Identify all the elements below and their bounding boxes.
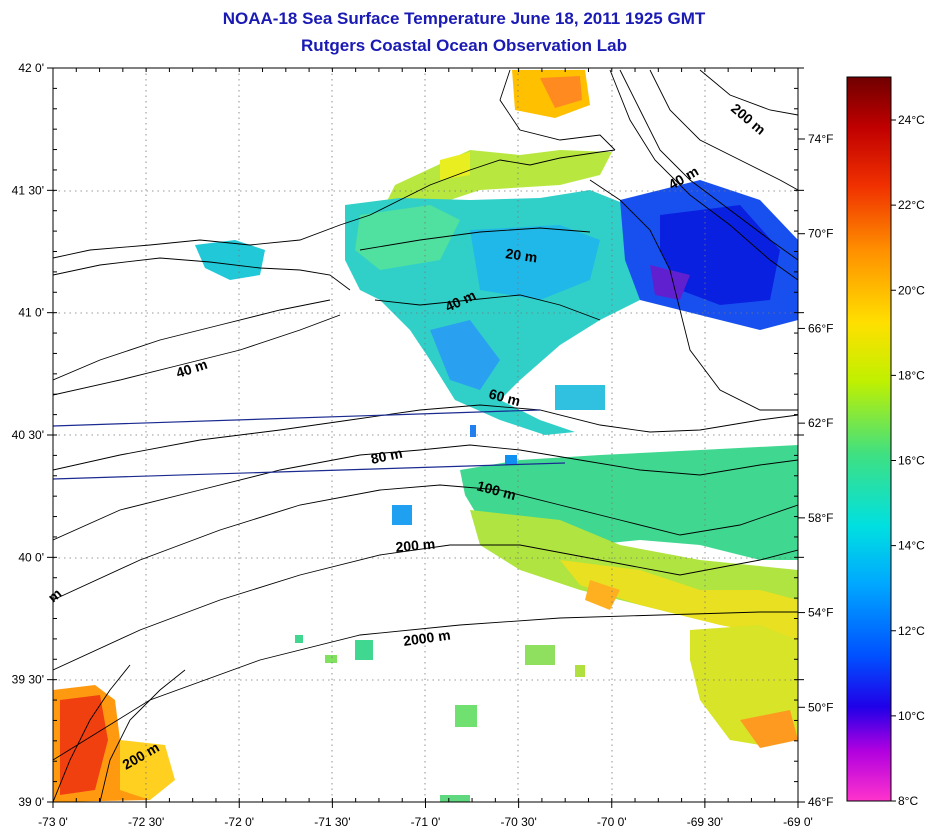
contour-label: 200 m xyxy=(728,100,769,138)
lat-tick-label: 42 0' xyxy=(18,61,44,75)
longitude-ticks: -73 0' -72 30' -72 0' -71 30' -71 0' -70 30' -… xyxy=(38,68,813,829)
lat-tick-label: 41 30' xyxy=(12,183,44,197)
coastline-contours xyxy=(53,69,798,802)
contour-label: 80 m xyxy=(369,445,404,467)
lon-tick-label: -73 0' xyxy=(38,815,68,829)
lon-tick-label: -70 30' xyxy=(500,815,536,829)
colorbar xyxy=(846,76,892,802)
colorbar-celsius-label: 12°C xyxy=(898,624,925,638)
colorbar-fahrenheit-label: 54°F xyxy=(808,606,833,620)
colorbar-fahrenheit-label: 58°F xyxy=(808,511,833,525)
lon-tick-label: -69 30' xyxy=(687,815,723,829)
lat-tick-label: 40 0' xyxy=(18,550,44,564)
lat-tick-label: 39 0' xyxy=(18,795,44,809)
sst-imagery xyxy=(53,70,798,802)
colorbar-fahrenheit-label: 50°F xyxy=(808,700,833,714)
track-lines xyxy=(52,409,566,480)
colorbar-celsius-label: 18°C xyxy=(898,368,925,382)
contour-label: 200 m xyxy=(395,536,436,555)
map-subtitle: Rutgers Coastal Ocean Observation Lab xyxy=(301,36,627,55)
contour-label: 2000 m xyxy=(402,627,451,649)
colorbar-celsius-label: 20°C xyxy=(898,283,925,297)
colorbar-fahrenheit-label: 46°F xyxy=(808,795,833,809)
lat-tick-label: 39 30' xyxy=(12,673,44,687)
colorbar-fahrenheit-label: 74°F xyxy=(808,132,833,146)
colorbar-celsius-label: 10°C xyxy=(898,709,925,723)
lon-tick-label: -71 30' xyxy=(314,815,350,829)
latitude-ticks: 42 0' 41 30' 41 0' 40 30' 40 0' 39 30' 39 0' xyxy=(12,61,804,809)
colorbar-fahrenheit-label: 70°F xyxy=(808,227,833,241)
lon-tick-label: -72 30' xyxy=(128,815,164,829)
grid-lines xyxy=(53,68,798,802)
colorbar-celsius-label: 22°C xyxy=(898,198,925,212)
colorbar-celsius-label: 16°C xyxy=(898,454,925,468)
contour-label: 20 m xyxy=(505,245,539,265)
contour-label: m xyxy=(45,585,65,605)
colorbar-celsius-label: 14°C xyxy=(898,539,925,553)
colorbar-fahrenheit-ticks: 74°F 70°F 66°F 62°F 58°F 54°F 50°F 46°F xyxy=(798,132,833,809)
map-title: NOAA-18 Sea Surface Temperature June 18,… xyxy=(222,9,706,28)
lon-tick-label: -70 0' xyxy=(597,815,627,829)
colorbar-fahrenheit-label: 66°F xyxy=(808,321,833,335)
lat-tick-label: 41 0' xyxy=(18,306,44,320)
colorbar-celsius-label: 8°C xyxy=(898,794,918,808)
contour-label: 40 m xyxy=(174,356,209,381)
lon-tick-label: -71 0' xyxy=(411,815,441,829)
contour-label: 60 m xyxy=(487,385,522,409)
lon-tick-label: -72 0' xyxy=(224,815,254,829)
lat-tick-label: 40 30' xyxy=(12,428,44,442)
colorbar-fahrenheit-label: 62°F xyxy=(808,416,833,430)
colorbar-celsius-label: 24°C xyxy=(898,113,925,127)
colorbar-celsius-ticks: 24°C 22°C 20°C 18°C 16°C 14°C 12°C 10°C 8°C xyxy=(891,113,925,808)
lon-tick-label: -69 0' xyxy=(783,815,813,829)
